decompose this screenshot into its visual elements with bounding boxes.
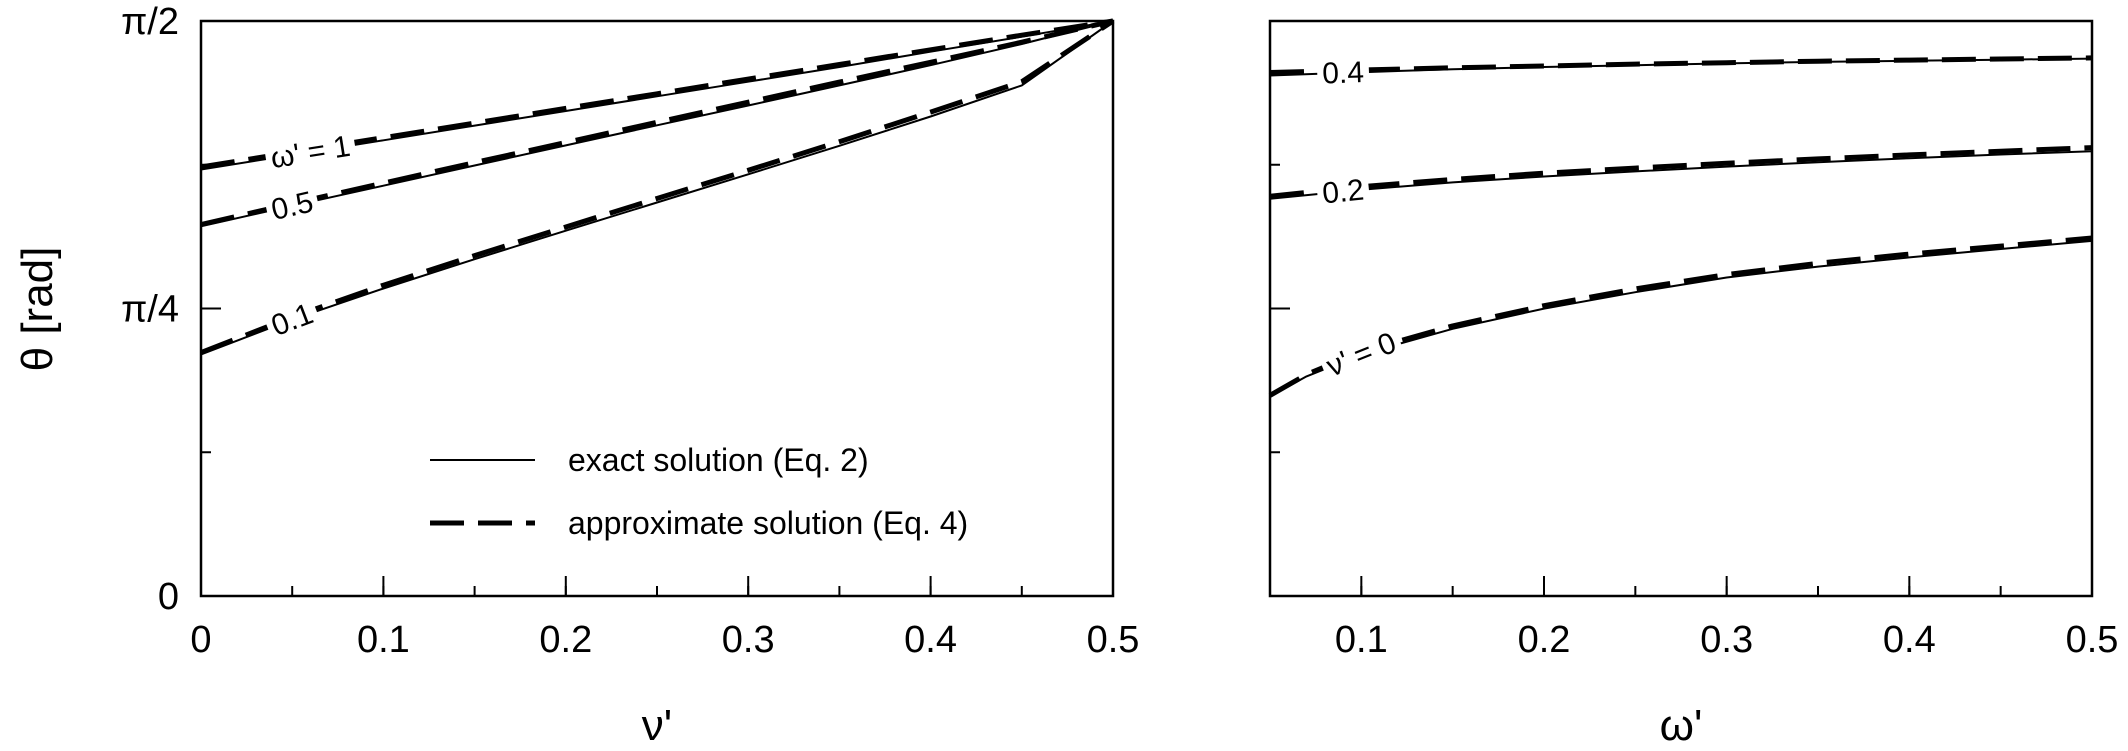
right-curve-label-group: 0.4 [1316, 54, 1370, 92]
left-x-tick-label: 0.5 [1087, 619, 1140, 661]
left-panel: 0 0.1 0.2 0.3 0.4 0.50π/4π/2 ω' = 10.50.1 ν' … [13, 1, 1139, 750]
left-curve-label-background [263, 128, 358, 177]
right-x-tick-label: 0.3 [1700, 619, 1753, 661]
right-panel: 0.1 0.2 0.3 0.4 0.5 0.4 0.2 ν' = 0 ω' [1268, 19, 2119, 750]
right-curve-label: 0.2 [1321, 174, 1366, 211]
left-curve-label-group: ω' = 1 [263, 128, 358, 177]
right-curves [1268, 55, 2093, 398]
right-exact-curve [1269, 150, 2093, 200]
left-curve-label-background [261, 294, 323, 346]
left-approx-curve [200, 18, 1114, 227]
right-x-axis-title: ω' [1660, 701, 1703, 750]
left-x-tick-label: 0.2 [539, 619, 592, 661]
left-x-tick-label: 0.1 [357, 619, 410, 661]
legend-approx-label: approximate solution (Eq. 4) [568, 505, 968, 541]
left-curve-label-background [263, 183, 322, 230]
right-x-tick-label: 0.5 [2066, 619, 2119, 661]
right-exact-curve [1269, 239, 2093, 398]
right-approx-curve [1268, 235, 2093, 398]
left-y-tick-label: π/2 [121, 1, 179, 43]
left-curves [200, 18, 1115, 356]
left-x-tick-label: 0.3 [722, 619, 775, 661]
left-curve-label: 0.5 [268, 186, 316, 227]
left-x-tick-label: 0.4 [904, 619, 957, 661]
left-x-axis-title: ν' [642, 701, 672, 750]
right-curve-label-background [1315, 172, 1371, 212]
left-y-tick-label: 0 [158, 576, 179, 618]
left-curve-labels: ω' = 1 0.5 0.1 [261, 128, 358, 346]
right-x-tick-label: 0.2 [1518, 619, 1571, 661]
left-ticks: 0 0.1 0.2 0.3 0.4 0.5 0 π/4 π/2 [121, 1, 1139, 661]
right-plot-frame [1268, 19, 2094, 598]
left-curve-label-group: 0.5 [263, 183, 322, 230]
left-curve-label: ω' = 1 [268, 130, 352, 175]
right-approx-curve [1269, 55, 2093, 75]
y-axis-title: θ [rad] [13, 247, 62, 372]
right-curve-label: ν' = 0 [1322, 326, 1401, 383]
left-y-tick-label: π/4 [121, 289, 179, 331]
right-ticks: 0.1 0.2 0.3 0.4 0.5 [1269, 20, 2119, 661]
right-curve-label-group: ν' = 0 [1317, 323, 1406, 387]
legend-exact-label: exact solution (Eq. 2) [568, 442, 869, 478]
right-curve-label: 0.4 [1322, 56, 1365, 91]
right-curve-label-group: 0.2 [1315, 172, 1371, 212]
left-approx-curve [200, 18, 1115, 355]
left-curve-label-group: 0.1 [261, 294, 323, 346]
left-x-tick-label: 0 [190, 619, 211, 661]
right-curve-labels: 0.4 0.2 ν' = 0 [1315, 54, 1406, 387]
right-x-tick-label: 0.1 [1335, 619, 1388, 661]
legend: exact solution (Eq. 2) approximate solut… [430, 442, 968, 541]
left-exact-curve [200, 20, 1114, 356]
right-x-tick-label: 0.4 [1883, 619, 1936, 661]
right-approx-curve [1269, 145, 2093, 199]
right-curve-label-background [1316, 54, 1370, 92]
right-curve-label-background [1317, 323, 1406, 387]
